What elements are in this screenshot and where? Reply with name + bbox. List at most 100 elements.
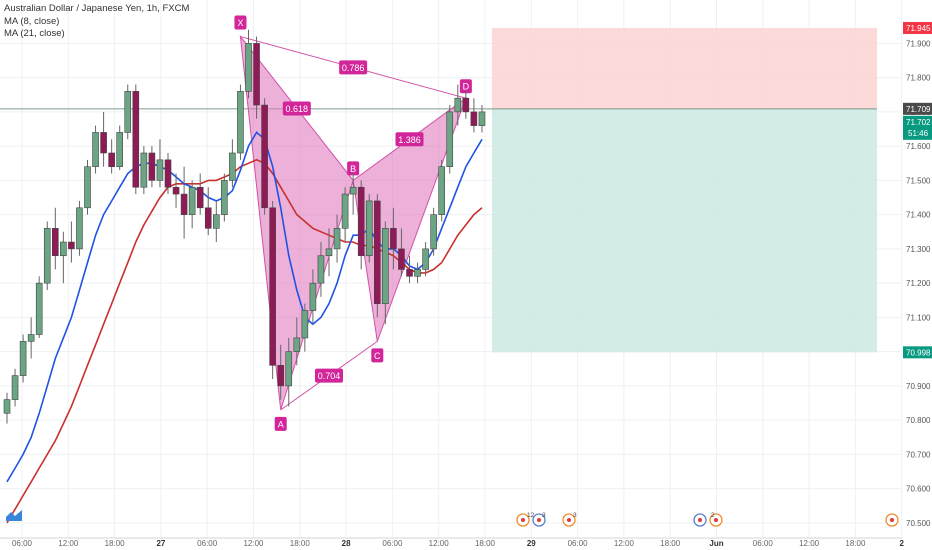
candle[interactable] — [35, 276, 43, 338]
ratio-label[interactable]: 0.786 — [339, 60, 368, 75]
pattern-point-badge — [371, 348, 384, 363]
pattern-point-c[interactable]: C — [371, 348, 384, 363]
candle[interactable] — [60, 231, 67, 284]
candle[interactable] — [277, 344, 285, 400]
ma21-legend[interactable]: MA (21, close) — [4, 28, 65, 39]
candle[interactable] — [301, 303, 309, 352]
ratio-badge — [315, 368, 343, 383]
candle[interactable] — [213, 200, 220, 243]
candle[interactable] — [43, 221, 51, 290]
harmonic-pattern[interactable]: X A B C D 0.618 0.786 0.704 1.386 — [234, 15, 472, 431]
candle[interactable] — [92, 125, 99, 174]
candle[interactable] — [382, 221, 389, 325]
candle[interactable] — [188, 180, 196, 229]
target-price-tag-bg — [903, 346, 932, 359]
candle[interactable] — [333, 214, 341, 263]
last-price-tag[interactable]: 71.702 51:46 — [903, 115, 932, 140]
candle[interactable] — [446, 105, 454, 174]
candle[interactable] — [116, 125, 123, 171]
candle[interactable] — [454, 84, 462, 126]
candle-body — [43, 228, 51, 284]
ratio-label[interactable]: 0.618 — [282, 101, 311, 116]
candle[interactable] — [341, 187, 349, 243]
candle[interactable] — [196, 173, 204, 215]
candle[interactable] — [245, 29, 252, 99]
candle-body — [373, 200, 381, 304]
candle[interactable] — [100, 111, 107, 167]
candle[interactable] — [76, 200, 83, 256]
stop-loss-zone[interactable] — [492, 27, 877, 109]
candle[interactable] — [11, 368, 19, 407]
candle[interactable] — [253, 36, 260, 119]
candle[interactable] — [172, 173, 180, 208]
candle[interactable] — [221, 173, 228, 222]
stop-price-tag[interactable]: 71.945 — [903, 21, 932, 34]
candle-body — [124, 91, 132, 133]
target-price-tag[interactable]: 70.998 — [903, 346, 932, 359]
candle[interactable] — [285, 337, 293, 407]
candle[interactable] — [398, 228, 405, 277]
pattern-point-d[interactable]: D — [459, 79, 472, 94]
candle[interactable] — [237, 84, 244, 160]
candles — [3, 29, 486, 424]
candle[interactable] — [108, 139, 115, 174]
candle[interactable] — [293, 317, 301, 366]
event-marker[interactable] — [516, 513, 530, 527]
pattern-point-x[interactable]: X — [234, 15, 247, 30]
candle[interactable] — [390, 207, 397, 270]
candle[interactable] — [140, 146, 148, 195]
candle[interactable] — [406, 255, 413, 284]
pattern-point-b[interactable]: B — [347, 161, 360, 176]
event-markers[interactable]: 12 3 3 2 — [516, 512, 899, 527]
candle[interactable] — [462, 91, 470, 119]
candle[interactable] — [132, 84, 140, 195]
candle[interactable] — [269, 200, 276, 380]
time-axis[interactable]: 06:00 12:00 18:00 27 06:00 12:00 18:00 28 06:00 1… — [0, 537, 904, 548]
candle[interactable] — [3, 392, 11, 424]
candle[interactable] — [422, 242, 429, 277]
tradingview-logo-icon[interactable] — [5, 507, 23, 523]
entry-price-tag[interactable]: 71.709 — [903, 102, 932, 115]
candle[interactable] — [325, 228, 333, 277]
candle[interactable] — [414, 262, 421, 284]
ma8-legend[interactable]: MA (8, close) — [4, 15, 60, 27]
event-marker[interactable] — [709, 513, 723, 527]
candle[interactable] — [438, 159, 446, 222]
candle[interactable] — [148, 146, 156, 188]
candle[interactable] — [349, 173, 357, 215]
event-marker[interactable] — [693, 513, 707, 527]
candle[interactable] — [27, 317, 35, 359]
ratio-label[interactable]: 1.386 — [395, 132, 424, 147]
candle-body — [51, 228, 59, 257]
candle[interactable] — [180, 166, 188, 239]
event-marker[interactable] — [562, 513, 576, 527]
candle[interactable] — [430, 207, 437, 256]
candle[interactable] — [470, 98, 478, 133]
candle[interactable] — [373, 194, 381, 318]
pattern-point-a[interactable]: A — [274, 416, 287, 431]
candle-body — [76, 207, 83, 250]
candle[interactable] — [84, 159, 91, 215]
symbol-title[interactable]: Australian Dollar / Japanese Yen, 1h, FX… — [4, 3, 190, 14]
candle[interactable] — [229, 139, 236, 188]
candle[interactable] — [19, 334, 27, 383]
candle[interactable] — [164, 152, 172, 195]
event-marker[interactable] — [885, 513, 899, 527]
candle[interactable] — [156, 139, 164, 188]
candle[interactable] — [317, 242, 325, 297]
candle[interactable] — [261, 98, 268, 215]
candle[interactable] — [68, 221, 75, 263]
ratio-label[interactable]: 0.704 — [315, 368, 343, 383]
candle[interactable] — [478, 105, 486, 133]
candle[interactable] — [357, 180, 365, 270]
candle[interactable] — [204, 187, 212, 236]
price-axis[interactable]: 71.90071.80071.70071.60071.50071.40071.3… — [902, 0, 932, 550]
event-marker[interactable] — [532, 513, 546, 527]
candle[interactable] — [309, 269, 317, 325]
candle[interactable] — [365, 194, 373, 263]
candle[interactable] — [124, 84, 132, 140]
candle[interactable] — [51, 207, 59, 270]
take-profit-zone[interactable] — [492, 108, 877, 353]
